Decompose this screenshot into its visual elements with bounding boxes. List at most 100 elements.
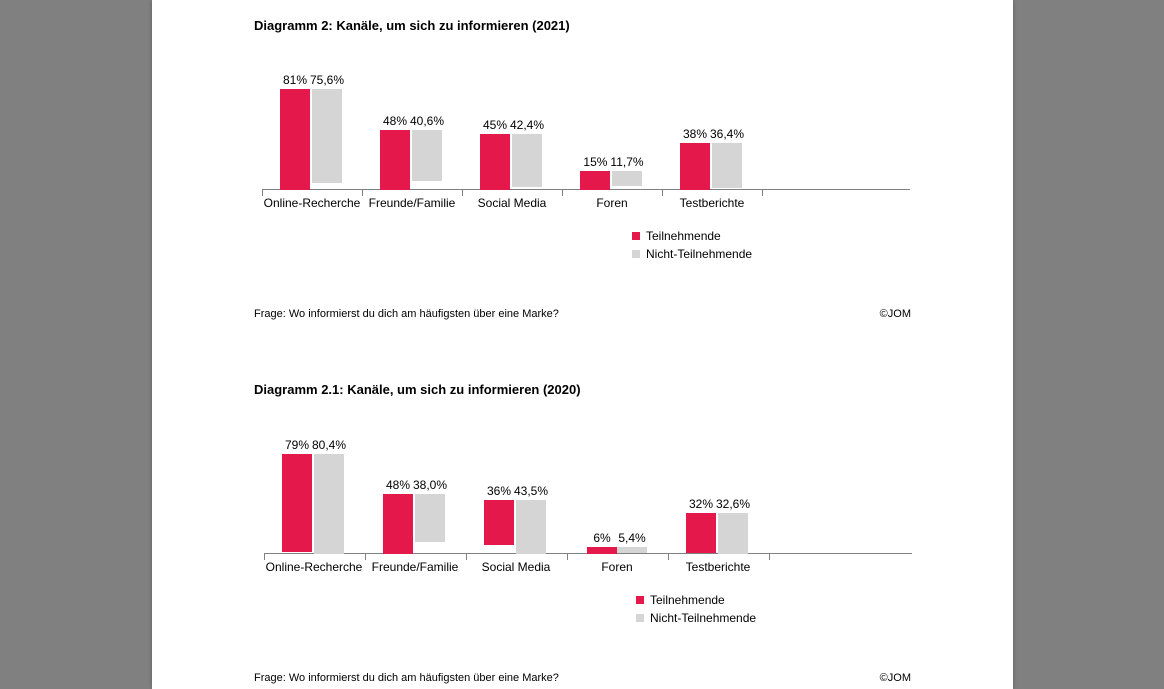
bar [617, 547, 647, 554]
bar [282, 454, 312, 553]
bar [280, 89, 310, 190]
category-label: Freunde/Familie [365, 560, 465, 574]
bar [712, 143, 742, 189]
swatch-series1-icon [632, 232, 640, 240]
category-label: Testberichte [668, 560, 768, 574]
bar [512, 134, 542, 187]
bar-series2: 32,6% [716, 497, 750, 554]
bar-value-label: 48% [383, 114, 407, 128]
bar [415, 494, 445, 542]
legend-item-series2: Nicht-Teilnehmende [636, 609, 756, 627]
bar [480, 134, 510, 190]
chart-title: Diagramm 2: Kanäle, um sich zu informier… [254, 18, 570, 33]
bar-series1: 15% [580, 155, 610, 190]
category-label: Testberichte [662, 196, 762, 210]
copyright: ©JOM [880, 672, 911, 684]
bar-series1: 79% [282, 438, 312, 555]
legend: Teilnehmende Nicht-Teilnehmende [636, 591, 756, 627]
bar-cluster: 32%32,6%Testberichte [668, 497, 768, 554]
bar [516, 500, 546, 554]
bar-cluster: 6%5,4%Foren [567, 531, 667, 555]
bar-value-label: 36% [487, 484, 511, 498]
bar-series2: 5,4% [617, 531, 647, 555]
bar [484, 500, 514, 545]
bar-value-label: 45% [483, 118, 507, 132]
swatch-series2-icon [636, 614, 644, 622]
bar-series2: 40,6% [410, 114, 444, 190]
bar-series1: 38% [680, 127, 710, 191]
bar-value-label: 75,6% [310, 73, 344, 87]
bar-value-label: 36,4% [710, 127, 744, 141]
bar [680, 143, 710, 191]
bar-cluster: 79%80,4%Online-Recherche [264, 438, 364, 555]
bar-value-label: 38% [683, 127, 707, 141]
bar [380, 130, 410, 190]
chart-title: Diagramm 2.1: Kanäle, um sich zu informi… [254, 382, 581, 397]
category-label: Online-Recherche [264, 560, 364, 574]
swatch-series2-icon [632, 250, 640, 258]
bar-series2: 42,4% [510, 118, 544, 190]
legend: Teilnehmende Nicht-Teilnehmende [632, 227, 752, 263]
bar-value-label: 43,5% [514, 484, 548, 498]
category-label: Foren [562, 196, 662, 210]
bar [580, 171, 610, 190]
bar-cluster: 48%38,0%Freunde/Familie [365, 478, 465, 554]
bar-series2: 43,5% [514, 484, 548, 554]
bar-cluster: 36%43,5%Social Media [466, 484, 566, 554]
bar-series2: 36,4% [710, 127, 744, 191]
copyright: ©JOM [880, 308, 911, 320]
bar-value-label: 80,4% [312, 438, 346, 452]
bar-value-label: 15% [583, 155, 607, 169]
bar-value-label: 6% [593, 531, 610, 545]
swatch-series1-icon [636, 596, 644, 604]
bar-value-label: 40,6% [410, 114, 444, 128]
bar-series2: 80,4% [312, 438, 346, 555]
bar-value-label: 32% [689, 497, 713, 511]
bar-series1: 6% [587, 531, 617, 555]
bar-cluster: 48%40,6%Freunde/Familie [362, 114, 462, 190]
category-label: Social Media [462, 196, 562, 210]
bar [312, 89, 342, 184]
category-label: Foren [567, 560, 667, 574]
bar-cluster: 38%36,4%Testberichte [662, 127, 762, 191]
bar-series1: 81% [280, 73, 310, 190]
legend-label: Nicht-Teilnehmende [650, 609, 756, 627]
document-page: Diagramm 2: Kanäle, um sich zu informier… [152, 0, 1013, 689]
legend-label: Teilnehmende [650, 591, 725, 609]
chart-caption: Frage: Wo informierst du dich am häufigs… [254, 672, 559, 684]
bar-series1: 48% [383, 478, 413, 554]
legend-item-series1: Teilnehmende [636, 591, 756, 609]
legend-item-series1: Teilnehmende [632, 227, 752, 245]
legend-label: Nicht-Teilnehmende [646, 245, 752, 263]
bar-value-label: 11,7% [610, 155, 643, 169]
bar-series2: 38,0% [413, 478, 447, 554]
bar-series1: 36% [484, 484, 514, 554]
category-label: Online-Recherche [262, 196, 362, 210]
chart-caption: Frage: Wo informierst du dich am häufigs… [254, 308, 559, 320]
bar [412, 130, 442, 181]
bar-value-label: 81% [283, 73, 307, 87]
bar [314, 454, 344, 555]
bar-value-label: 5,4% [618, 531, 645, 545]
bar-cluster: 45%42,4%Social Media [462, 118, 562, 190]
tick [769, 554, 770, 560]
bar-value-label: 79% [285, 438, 309, 452]
category-label: Social Media [466, 560, 566, 574]
bar-series2: 11,7% [610, 155, 643, 190]
bar [612, 171, 642, 186]
bar-series1: 32% [686, 497, 716, 554]
bar-series1: 48% [380, 114, 410, 190]
bar-value-label: 48% [386, 478, 410, 492]
bar-cluster: 15%11,7%Foren [562, 155, 662, 190]
chart-2021-plot: 81%75,6%Online-Recherche48%40,6%Freunde/… [262, 65, 910, 190]
bar [587, 547, 617, 555]
bar [718, 513, 748, 554]
bar-series2: 75,6% [310, 73, 344, 190]
bar-value-label: 42,4% [510, 118, 544, 132]
bar [383, 494, 413, 554]
tick [762, 190, 763, 196]
category-label: Freunde/Familie [362, 196, 462, 210]
bar [686, 513, 716, 553]
bar-value-label: 32,6% [716, 497, 750, 511]
bar-value-label: 38,0% [413, 478, 447, 492]
